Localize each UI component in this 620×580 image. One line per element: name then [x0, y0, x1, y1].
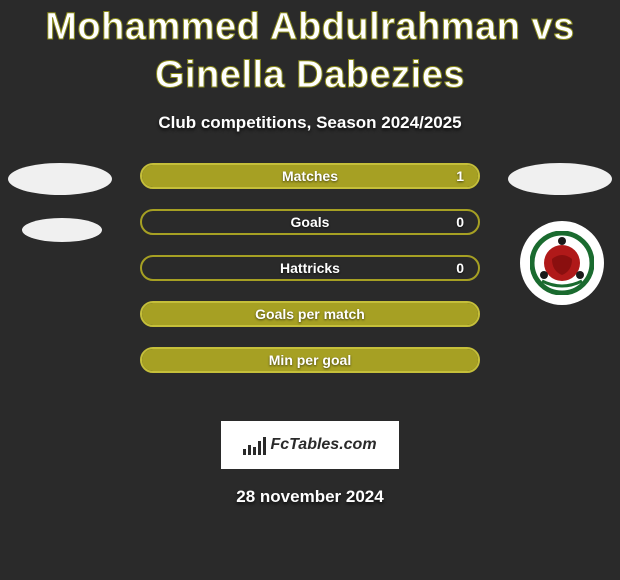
- stat-label: Hattricks: [280, 260, 340, 276]
- stat-label: Min per goal: [269, 352, 351, 368]
- stat-value: 1: [456, 168, 464, 184]
- player1-avatar-placeholder: [8, 163, 112, 195]
- stat-bars: Matches 1 Goals 0 Hattricks 0 Goals per match M…: [140, 163, 480, 373]
- stat-bar: Hattricks 0: [140, 255, 480, 281]
- stat-value: 0: [456, 260, 464, 276]
- club-crest-icon: [530, 231, 594, 295]
- stat-value: 0: [456, 214, 464, 230]
- stat-bar: Goals 0: [140, 209, 480, 235]
- stat-label: Matches: [282, 168, 338, 184]
- page-title: Mohammed Abdulrahman vs Ginella Dabezies: [0, 0, 620, 99]
- stat-label: Goals: [291, 214, 330, 230]
- stat-label: Goals per match: [255, 306, 365, 322]
- stats-area: Matches 1 Goals 0 Hattricks 0 Goals per match M…: [0, 163, 620, 403]
- player1-club-placeholder: [22, 218, 102, 242]
- chart-icon: [243, 435, 266, 455]
- date-text: 28 november 2024: [0, 487, 620, 507]
- subtitle: Club competitions, Season 2024/2025: [0, 113, 620, 133]
- brand-logo: FcTables.com: [221, 421, 399, 469]
- player2-avatar-placeholder: [508, 163, 612, 195]
- brand-text: FcTables.com: [270, 436, 376, 454]
- stat-bar: Matches 1: [140, 163, 480, 189]
- player2-club-logo: [520, 221, 604, 305]
- stat-bar: Min per goal: [140, 347, 480, 373]
- stat-bar: Goals per match: [140, 301, 480, 327]
